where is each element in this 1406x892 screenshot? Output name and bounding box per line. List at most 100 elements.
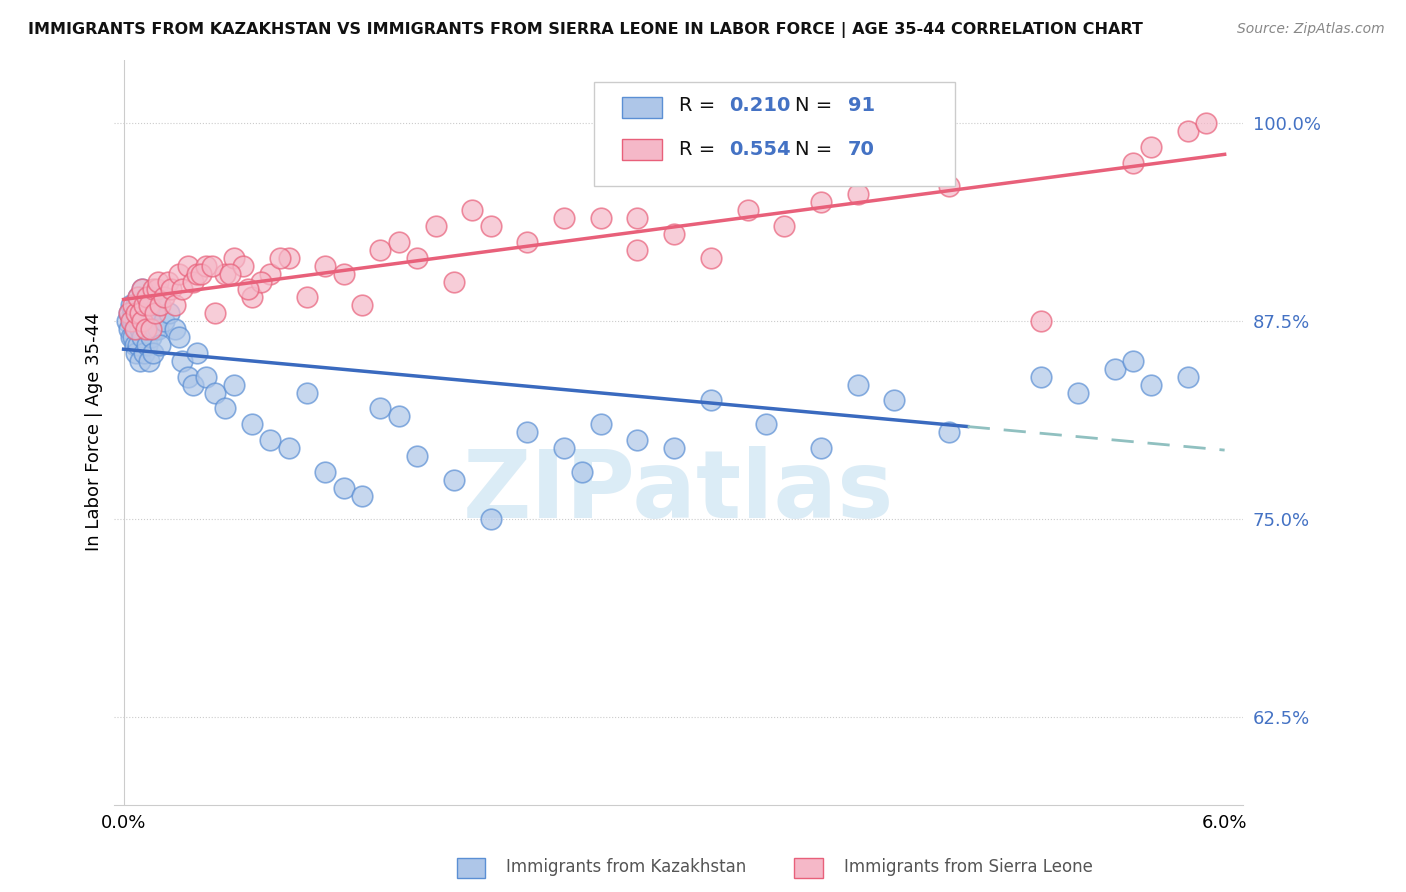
Point: [118, 322, 141, 336]
Point: [295, 290, 318, 304]
Point: [204, 306, 226, 320]
Point: [124, 338, 146, 352]
Point: [181, 275, 204, 289]
Point: [156, 275, 179, 289]
Point: [129, 353, 152, 368]
Point: [352, 489, 374, 503]
Point: [117, 314, 139, 328]
Point: [388, 409, 411, 424]
Point: [214, 267, 236, 281]
Point: [153, 290, 176, 304]
Point: [120, 298, 142, 312]
Point: [167, 330, 190, 344]
Point: [406, 251, 429, 265]
Point: [479, 219, 502, 233]
Point: [737, 203, 759, 218]
Point: [1140, 377, 1163, 392]
Point: [120, 330, 142, 344]
Point: [240, 290, 263, 304]
Point: [190, 267, 212, 281]
Point: [553, 441, 575, 455]
Point: [160, 283, 183, 297]
Point: [124, 322, 146, 336]
Point: [142, 306, 165, 320]
Point: [121, 330, 143, 344]
Point: [163, 322, 186, 336]
Point: [177, 369, 200, 384]
Text: R =: R =: [679, 139, 721, 159]
Point: [131, 283, 153, 297]
Point: [135, 322, 157, 336]
Point: [195, 259, 218, 273]
Point: [127, 338, 149, 352]
Point: [846, 377, 869, 392]
Point: [145, 298, 167, 312]
Point: [139, 330, 162, 344]
Point: [138, 353, 160, 368]
Point: [132, 314, 155, 328]
Point: [125, 306, 148, 320]
Point: [148, 275, 170, 289]
Point: [118, 306, 141, 320]
FancyBboxPatch shape: [623, 139, 662, 161]
Point: [626, 211, 648, 226]
Point: [201, 259, 224, 273]
Point: [1195, 116, 1218, 130]
Point: [136, 338, 159, 352]
Point: [406, 449, 429, 463]
Point: [143, 322, 166, 336]
Point: [167, 267, 190, 281]
Text: IMMIGRANTS FROM KAZAKHSTAN VS IMMIGRANTS FROM SIERRA LEONE IN LABOR FORCE | AGE : IMMIGRANTS FROM KAZAKHSTAN VS IMMIGRANTS…: [28, 22, 1143, 38]
Point: [516, 235, 538, 249]
Point: [443, 275, 465, 289]
Point: [120, 314, 142, 328]
Point: [1140, 140, 1163, 154]
Point: [125, 322, 148, 336]
Point: [145, 283, 167, 297]
Point: [443, 473, 465, 487]
Point: [700, 393, 723, 408]
Point: [131, 306, 153, 320]
Point: [131, 330, 153, 344]
Point: [755, 417, 778, 432]
Point: [219, 267, 242, 281]
Point: [333, 481, 356, 495]
Point: [127, 290, 149, 304]
Point: [127, 314, 149, 328]
Point: [250, 275, 273, 289]
Point: [269, 251, 291, 265]
Point: [139, 290, 162, 304]
Point: [163, 298, 186, 312]
Point: [589, 211, 612, 226]
Point: [626, 433, 648, 447]
Point: [314, 259, 336, 273]
Point: [662, 441, 685, 455]
FancyBboxPatch shape: [623, 97, 662, 118]
Point: [125, 298, 148, 312]
Point: [589, 417, 612, 432]
Point: [149, 298, 172, 312]
Point: [571, 465, 593, 479]
Point: [124, 314, 146, 328]
Point: [121, 314, 143, 328]
Point: [1122, 155, 1144, 169]
Text: Source: ZipAtlas.com: Source: ZipAtlas.com: [1237, 22, 1385, 37]
Text: 0.554: 0.554: [730, 139, 792, 159]
Point: [222, 377, 245, 392]
FancyBboxPatch shape: [595, 82, 955, 186]
Point: [553, 211, 575, 226]
Point: [153, 314, 176, 328]
Point: [138, 314, 160, 328]
Point: [662, 227, 685, 241]
Point: [810, 195, 832, 210]
Text: N =: N =: [794, 139, 838, 159]
Point: [142, 346, 165, 360]
Point: [195, 369, 218, 384]
Point: [121, 306, 143, 320]
Point: [186, 346, 208, 360]
Point: [204, 385, 226, 400]
Point: [143, 306, 166, 320]
Y-axis label: In Labor Force | Age 35-44: In Labor Force | Age 35-44: [86, 313, 103, 551]
Point: [700, 251, 723, 265]
Point: [148, 322, 170, 336]
